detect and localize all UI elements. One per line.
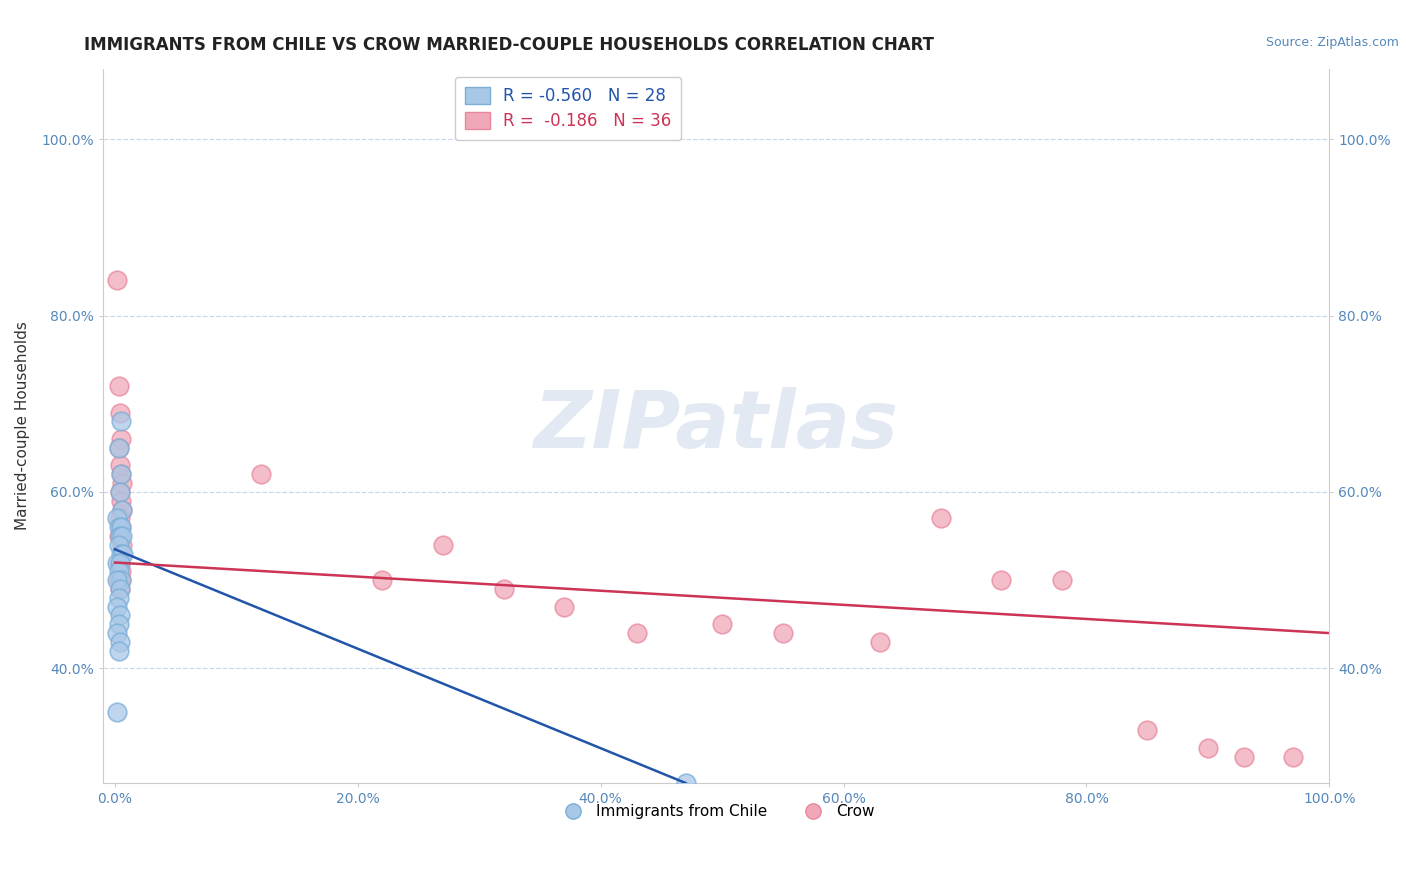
Point [626,626,648,640]
Point [107,591,129,605]
Point [110,573,132,587]
Point [107,379,129,393]
Point [108,582,131,596]
Point [107,617,129,632]
Y-axis label: Married-couple Households: Married-couple Households [15,321,30,530]
Point [432,538,454,552]
Point [107,520,129,534]
Text: IMMIGRANTS FROM CHILE VS CROW MARRIED-COUPLE HOUSEHOLDS CORRELATION CHART: IMMIGRANTS FROM CHILE VS CROW MARRIED-CO… [84,36,935,54]
Point [105,599,128,614]
Point [107,538,129,552]
Point [107,529,129,543]
Point [108,556,131,570]
Point [105,573,128,587]
Point [990,573,1012,587]
Point [249,467,271,482]
Point [107,441,129,455]
Point [1197,740,1219,755]
Point [1136,723,1159,738]
Point [108,608,131,623]
Text: Source: ZipAtlas.com: Source: ZipAtlas.com [1265,36,1399,49]
Point [869,635,891,649]
Point [110,467,132,482]
Point [105,273,128,287]
Point [110,547,132,561]
Point [929,511,952,525]
Point [105,511,128,525]
Point [111,538,134,552]
Point [1050,573,1073,587]
Point [105,556,128,570]
Point [110,565,132,579]
Point [108,635,131,649]
Point [108,485,131,500]
Point [108,556,131,570]
Text: ZIPatlas: ZIPatlas [533,387,898,465]
Point [371,573,394,587]
Point [110,520,132,534]
Point [110,520,132,534]
Point [111,502,134,516]
Point [1282,749,1305,764]
Point [108,582,131,596]
Point [108,405,131,419]
Point [111,502,134,516]
Point [553,599,575,614]
Point [107,573,129,587]
Point [110,573,132,587]
Point [1233,749,1256,764]
Point [492,582,515,596]
Point [110,432,132,446]
Point [105,706,128,720]
Point [107,565,129,579]
Point [107,644,129,658]
Point [675,776,697,790]
Point [105,626,128,640]
Point [108,458,131,473]
Legend: Immigrants from Chile, Crow: Immigrants from Chile, Crow [551,798,880,825]
Point [108,485,131,500]
Point [110,467,132,482]
Point [111,529,134,543]
Point [108,511,131,525]
Point [772,626,794,640]
Point [112,547,135,561]
Point [110,414,132,428]
Point [110,493,132,508]
Point [711,617,734,632]
Point [111,476,134,491]
Point [107,441,129,455]
Point [108,529,131,543]
